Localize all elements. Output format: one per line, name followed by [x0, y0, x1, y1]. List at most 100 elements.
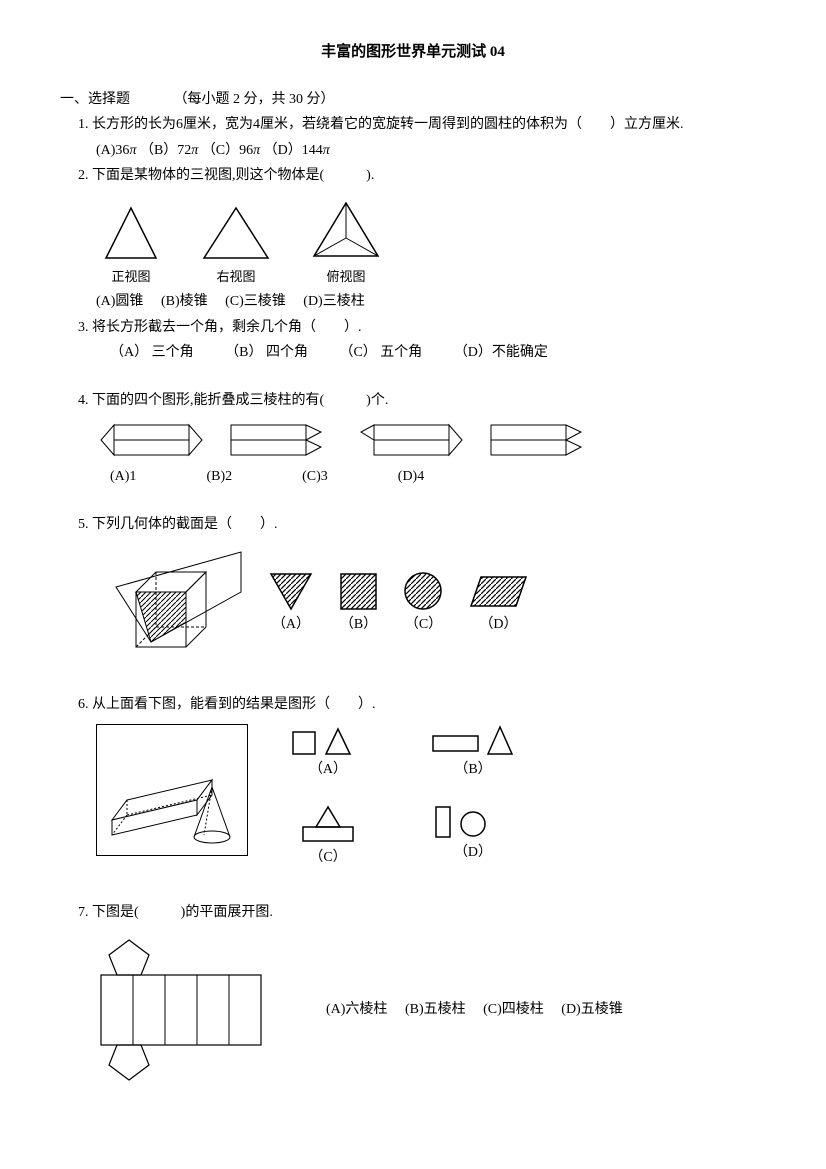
net-shape-1	[96, 420, 206, 460]
topview-a	[288, 724, 358, 759]
view1-label: 正视图	[96, 267, 166, 288]
q2-optD: (D)三棱柱	[303, 294, 364, 309]
q-text: 下面的四个图形,能折叠成三棱柱的有( )个.	[92, 393, 388, 408]
q5-optC-label: （C）	[401, 614, 446, 636]
pentagonal-prism-net	[96, 935, 266, 1085]
question-2: 2. 下面是某物体的三视图,则这个物体是( ).	[78, 165, 766, 187]
triangle-icon	[196, 203, 276, 263]
pi: π	[129, 143, 136, 158]
triangle-icon	[96, 203, 166, 263]
q4-figures	[96, 420, 766, 460]
pi: π	[191, 143, 198, 158]
q5-optD-fig: （D）	[466, 569, 531, 636]
question-4: 4. 下面的四个图形,能折叠成三棱柱的有( )个.	[78, 390, 766, 412]
q6-row: （A） （B） （C） （D）	[96, 724, 766, 869]
section-scoring: （每小题 2 分，共 30 分）	[174, 92, 335, 107]
q5-optB-fig: （B）	[336, 569, 381, 636]
q2-view2: 右视图	[196, 203, 276, 288]
q-num: 5.	[78, 517, 89, 532]
shape-triangle-hatched	[266, 569, 316, 614]
q1-optD: （D）144	[264, 143, 323, 158]
pi: π	[323, 143, 330, 158]
q3-optC: （C） 五个角	[339, 345, 422, 360]
q-text: 从上面看下图，能看到的结果是图形（ ）.	[92, 697, 376, 712]
page-title: 丰富的图形世界单元测试 04	[60, 40, 766, 64]
q-num: 1.	[78, 117, 89, 132]
q5-row: （A） （B） （C） （D）	[96, 542, 766, 662]
q6-optB-label: （B）	[428, 759, 518, 781]
q3-options: （A） 三个角 （B） 四个角 （C） 五个角 （D）不能确定	[110, 342, 766, 364]
net-shape-2	[226, 420, 336, 460]
net-shape-4	[486, 420, 596, 460]
q-text: 下列几何体的截面是（ ）.	[92, 517, 278, 532]
section-heading: 一、选择题 （每小题 2 分，共 30 分）	[60, 89, 766, 111]
question-7: 7. 下图是( )的平面展开图.	[78, 902, 766, 924]
q6-optA-label: （A）	[288, 759, 368, 781]
q7-optD: (D)五棱锥	[561, 1002, 622, 1017]
q4-options: (A)1 (B)2 (C)3 (D)4	[110, 466, 766, 488]
q1-optB: （B）72	[140, 143, 191, 158]
q-text: 长方形的长为6厘米，宽为4厘米，若绕着它的宽旋转一周得到的圆柱的体积为（ ）立方…	[92, 117, 684, 132]
q-num: 2.	[78, 168, 89, 183]
q5-options: （A） （B） （C） （D）	[266, 569, 531, 636]
question-6: 6. 从上面看下图，能看到的结果是图形（ ）.	[78, 694, 766, 716]
q3-optA: （A） 三个角	[110, 345, 194, 360]
q6-optC: （C）	[288, 802, 368, 869]
q2-optA: (A)圆锥	[96, 294, 143, 309]
q-num: 3.	[78, 320, 89, 335]
q7-optB: (B)五棱柱	[405, 1002, 466, 1017]
q6-optD: （D）	[428, 802, 518, 869]
shape-circle-hatched	[401, 569, 446, 614]
q-text: 下面是某物体的三视图,则这个物体是( ).	[92, 168, 374, 183]
q6-optC-label: （C）	[288, 847, 368, 869]
q5-optD-label: （D）	[466, 614, 531, 636]
topview-b	[428, 724, 518, 759]
question-5: 5. 下列几何体的截面是（ ）.	[78, 514, 766, 536]
topview-c	[288, 802, 368, 847]
q4-optB: (B)2	[206, 466, 232, 488]
q-num: 6.	[78, 697, 89, 712]
q2-view3: 俯视图	[306, 198, 386, 288]
q-num: 7.	[78, 905, 89, 920]
q-text: 下图是( )的平面展开图.	[92, 905, 273, 920]
q2-options: (A)圆锥 (B)棱锥 (C)三棱锥 (D)三棱柱	[96, 291, 766, 313]
q6-optA: （A）	[288, 724, 368, 781]
triangle-inner-icon	[306, 198, 386, 263]
q-num: 4.	[78, 393, 89, 408]
q1-optC: （C）96	[202, 143, 253, 158]
shape-parallelogram-hatched	[466, 569, 531, 614]
view2-label: 右视图	[196, 267, 276, 288]
q6-optD-label: （D）	[428, 842, 518, 864]
q6-options: （A） （B） （C） （D）	[288, 724, 518, 869]
q1-options: (A)36π （B）72π （C）96π （D）144π	[96, 140, 766, 162]
cross-section-solid	[96, 542, 246, 662]
q6-solid	[96, 724, 248, 856]
q2-optB: (B)棱锥	[161, 294, 208, 309]
topview-d	[428, 802, 498, 842]
q2-view1: 正视图	[96, 203, 166, 288]
q2-optC: (C)三棱锥	[225, 294, 286, 309]
q5-optB-label: （B）	[336, 614, 381, 636]
q7-optC: (C)四棱柱	[483, 1002, 544, 1017]
shape-square-hatched	[336, 569, 381, 614]
q7-row: (A)六棱柱 (B)五棱柱 (C)四棱柱 (D)五棱锥	[96, 935, 766, 1085]
pi: π	[253, 143, 260, 158]
q2-views: 正视图 右视图 俯视图	[96, 198, 766, 288]
question-1: 1. 长方形的长为6厘米，宽为4厘米，若绕着它的宽旋转一周得到的圆柱的体积为（ …	[78, 114, 766, 136]
q1-optA: (A)36	[96, 143, 129, 158]
q3-optB: （B） 四个角	[225, 345, 308, 360]
section-label: 一、选择题	[60, 92, 130, 107]
q7-options: (A)六棱柱 (B)五棱柱 (C)四棱柱 (D)五棱锥	[326, 999, 623, 1021]
q4-optC: (C)3	[302, 466, 328, 488]
q7-optA: (A)六棱柱	[326, 1002, 387, 1017]
q4-optA: (A)1	[110, 466, 136, 488]
q3-optD: （D）不能确定	[454, 345, 548, 360]
q5-optA-label: （A）	[266, 614, 316, 636]
q5-optC-fig: （C）	[401, 569, 446, 636]
view3-label: 俯视图	[306, 267, 386, 288]
q6-optB: （B）	[428, 724, 518, 781]
q-text: 将长方形截去一个角，剩余几个角（ ）.	[92, 320, 362, 335]
q5-optA-fig: （A）	[266, 569, 316, 636]
q4-optD: (D)4	[398, 466, 424, 488]
net-shape-3	[356, 420, 466, 460]
